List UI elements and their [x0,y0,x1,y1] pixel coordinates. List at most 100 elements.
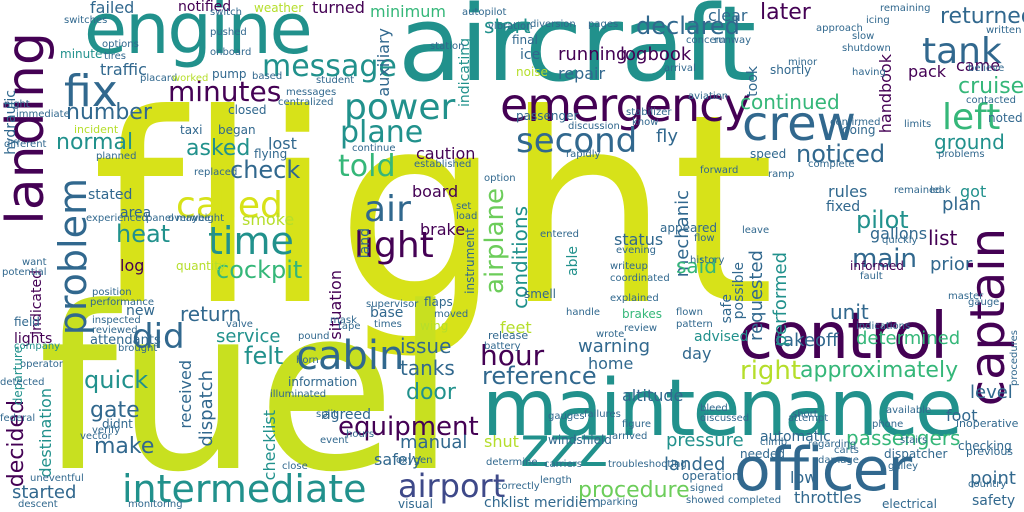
word: lights [14,331,53,347]
word: diversion [530,19,576,30]
word: galley [888,461,919,472]
word: federal [0,413,36,424]
word: home [588,354,634,373]
word: didnt [102,417,133,431]
word: potential [2,267,47,278]
word: began [218,123,256,137]
word: station [430,41,465,52]
word: flow [694,233,715,244]
word: check [230,156,301,184]
word: established [414,159,472,170]
word: history [690,255,725,266]
word: regarding [808,439,857,450]
word: hour [480,339,545,372]
word: flaps [424,295,453,309]
word: damage [818,455,859,466]
word: told [338,149,396,184]
word: handle [566,307,601,318]
word: airplane [480,188,510,294]
word: determined [856,328,961,349]
word: shortly [770,63,812,77]
word: split [316,409,338,420]
word: vector [80,431,112,442]
word: later [760,0,811,25]
word: explained [610,293,659,304]
word: day [682,344,712,363]
word: illuminated [270,389,327,400]
word: shut [484,432,519,451]
word: issue [400,334,452,358]
word: automatic [760,429,831,445]
word: available [886,405,932,416]
word: troubleshooting [608,459,687,470]
word: procedure [578,478,690,503]
word: chklist [484,495,530,511]
word: different [4,139,47,150]
word: asked [186,136,251,161]
word: runway [714,35,752,46]
word: vibration [488,21,533,32]
word: pressure [666,430,744,451]
word: zzz [520,415,609,480]
word: left [942,97,1001,138]
word: felt [244,342,284,370]
word: airport [398,467,506,505]
word: pushed [210,27,247,38]
word: monitoring [128,499,183,510]
word: logbook [620,44,692,65]
word: minute [60,47,103,61]
word: throttles [794,488,862,507]
word: low [790,468,818,487]
word: brakes [622,307,663,321]
word: failed [90,0,135,17]
word: wing [420,319,449,333]
word: turned [312,0,365,17]
word: quickly [882,235,918,246]
word: traffic [100,60,147,79]
word: tank [922,31,1002,72]
word: notified [178,0,232,15]
word: log [120,256,145,275]
word: checking [958,439,1012,453]
word: quick [84,366,149,394]
word: advised [694,329,749,345]
word: hours [346,429,375,440]
word: brake [420,220,466,239]
word: concern [686,35,726,46]
word: want [22,257,47,268]
word: landed [664,454,726,475]
word: stabilizer [626,107,672,118]
word: able [565,246,581,276]
word: oxygen [396,455,433,466]
word: indications [856,321,911,332]
word: battery [484,341,521,352]
word: valve [226,319,253,330]
word: complete [808,159,855,170]
word: point [970,468,1016,489]
word: service [216,326,281,347]
word: determine [486,457,538,468]
word: clear [708,6,748,25]
word: second [516,121,638,161]
word: student [316,75,355,86]
word: light [354,225,434,266]
word: shutdown [842,43,891,54]
word: figure [622,419,652,430]
word: return [180,302,242,326]
word: takeoff [776,330,839,351]
word: confirmed [830,117,881,128]
word: informed [850,259,904,273]
word: list [928,226,958,250]
word: completed [728,495,782,506]
word: messages [286,87,337,98]
word: attempt [788,413,829,424]
word: horn [296,355,319,366]
word: taxi [180,123,203,137]
word: limits [904,119,932,130]
word: pilot [856,206,909,234]
word: fixed [826,199,861,215]
word: passengers [846,426,961,450]
word: appeared [660,221,717,235]
word: plane [340,115,424,150]
